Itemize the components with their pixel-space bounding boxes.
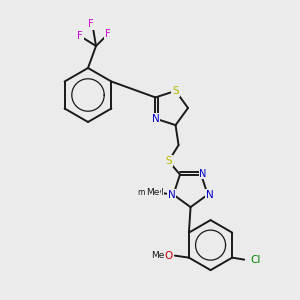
Text: N: N bbox=[168, 190, 175, 200]
Text: F: F bbox=[88, 19, 94, 29]
Text: N: N bbox=[206, 190, 214, 200]
Text: S: S bbox=[165, 156, 172, 166]
Text: N: N bbox=[152, 114, 159, 124]
Text: Me: Me bbox=[146, 188, 159, 197]
Text: Cl: Cl bbox=[250, 255, 260, 265]
Text: F: F bbox=[105, 29, 111, 39]
Text: Me: Me bbox=[151, 251, 165, 260]
Text: O: O bbox=[165, 250, 173, 261]
Text: S: S bbox=[172, 86, 179, 96]
Text: N: N bbox=[200, 169, 207, 178]
Text: methyl: methyl bbox=[137, 188, 164, 197]
Text: F: F bbox=[77, 31, 83, 41]
